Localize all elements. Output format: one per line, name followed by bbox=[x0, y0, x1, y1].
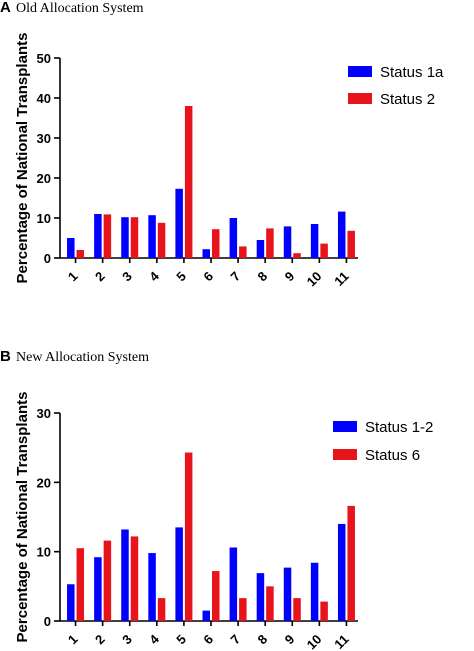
x-tick-label: 5 bbox=[173, 632, 189, 648]
x-tick-label: 6 bbox=[200, 632, 216, 648]
x-tick-label: 3 bbox=[119, 269, 135, 285]
chart-title: New Allocation System bbox=[16, 350, 149, 365]
bar-status-1a-10 bbox=[310, 224, 319, 258]
bar-status-1-2-4 bbox=[148, 553, 156, 621]
chart-panel-b: B New Allocation System Percentage of Nati… bbox=[0, 348, 433, 651]
bar-status-2-2 bbox=[103, 214, 112, 258]
x-tick-label: 4 bbox=[146, 631, 162, 647]
x-tick-label: 3 bbox=[119, 632, 135, 648]
bar-status-2-3 bbox=[130, 217, 139, 258]
chart-title: Old Allocation System bbox=[16, 1, 144, 16]
bar-status-1a-8 bbox=[256, 240, 265, 258]
bar-status-2-10 bbox=[320, 243, 328, 258]
bar-status-6-7 bbox=[239, 598, 247, 621]
x-tick-label: 9 bbox=[282, 269, 298, 285]
bar-status-1-2-6 bbox=[202, 610, 210, 621]
legend-swatch bbox=[348, 66, 372, 77]
x-tick-label: 8 bbox=[255, 632, 271, 648]
x-tick-label: 9 bbox=[282, 632, 298, 648]
bar-status-1a-9 bbox=[283, 226, 292, 258]
bar-status-1-2-7 bbox=[229, 547, 238, 621]
y-axis-label: Percentage of National Transplants bbox=[14, 392, 31, 643]
bar-status-6-8 bbox=[266, 586, 274, 621]
bar-status-1a-3 bbox=[121, 217, 129, 258]
bar-status-1-2-3 bbox=[121, 529, 129, 621]
legend-swatch bbox=[348, 93, 372, 104]
x-tick-label: 11 bbox=[331, 632, 351, 651]
bar-status-2-8 bbox=[266, 228, 274, 258]
bar-status-2-5 bbox=[184, 106, 193, 258]
bar-status-1-2-1 bbox=[67, 584, 75, 621]
y-tick-label: 0 bbox=[44, 251, 51, 266]
bar-status-2-4 bbox=[157, 222, 166, 258]
legend-label: Status 6 bbox=[365, 447, 420, 464]
y-tick-label: 10 bbox=[37, 545, 51, 560]
panel-letter: A bbox=[0, 0, 11, 16]
x-tick-label: 2 bbox=[92, 269, 108, 285]
bar-status-2-6 bbox=[212, 229, 220, 258]
bar-status-6-3 bbox=[130, 536, 139, 621]
bar-status-1a-6 bbox=[202, 249, 210, 258]
bar-status-1-2-2 bbox=[94, 557, 102, 621]
bar-status-1a-11 bbox=[337, 211, 346, 258]
bar-status-1-2-9 bbox=[283, 567, 292, 621]
bar-status-6-9 bbox=[293, 598, 301, 621]
bar-status-6-10 bbox=[320, 601, 328, 621]
y-tick-label: 50 bbox=[37, 51, 51, 66]
y-tick-label: 10 bbox=[37, 211, 51, 226]
bar-status-1-2-11 bbox=[337, 523, 346, 621]
bar-status-1a-5 bbox=[175, 188, 183, 258]
bar-status-1-2-8 bbox=[256, 573, 265, 621]
x-tick-label: 2 bbox=[92, 632, 108, 648]
bar-status-6-5 bbox=[184, 452, 193, 621]
y-tick-label: 0 bbox=[44, 614, 51, 629]
x-tick-label: 1 bbox=[65, 632, 81, 648]
x-tick-label: 8 bbox=[255, 269, 271, 285]
bar-status-2-11 bbox=[347, 230, 355, 258]
legend-label: Status 1a bbox=[380, 64, 444, 81]
chart-panel-a: A Old Allocation System Percentage of Nati… bbox=[0, 0, 444, 289]
bar-status-1a-2 bbox=[94, 214, 102, 258]
x-tick-label: 7 bbox=[227, 269, 243, 285]
y-tick-label: 20 bbox=[37, 475, 51, 490]
legend-label: Status 2 bbox=[380, 91, 435, 108]
panel-letter: B bbox=[0, 348, 11, 365]
x-tick-label: 10 bbox=[304, 269, 325, 290]
bar-status-1-2-5 bbox=[175, 527, 183, 621]
x-tick-label: 11 bbox=[331, 269, 351, 289]
bar-status-6-11 bbox=[347, 505, 355, 621]
x-tick-label: 7 bbox=[227, 632, 243, 648]
bar-status-2-7 bbox=[239, 246, 247, 258]
legend-swatch bbox=[333, 449, 357, 460]
y-tick-label: 20 bbox=[37, 171, 51, 186]
x-tick-label: 4 bbox=[146, 268, 162, 284]
y-tick-label: 30 bbox=[37, 131, 51, 146]
bar-status-2-9 bbox=[293, 253, 301, 258]
bar-status-6-1 bbox=[76, 548, 85, 621]
bar-status-6-2 bbox=[103, 540, 112, 621]
x-tick-label: 5 bbox=[173, 269, 189, 285]
bar-status-6-6 bbox=[212, 571, 220, 621]
bar-status-1a-7 bbox=[229, 218, 238, 258]
bar-status-1a-1 bbox=[67, 238, 75, 258]
bar-status-6-4 bbox=[157, 598, 166, 621]
y-tick-label: 40 bbox=[37, 91, 51, 106]
bar-status-1-2-10 bbox=[310, 562, 319, 621]
bar-status-2-1 bbox=[76, 250, 85, 258]
x-tick-label: 1 bbox=[65, 269, 81, 285]
y-axis-label: Percentage of National Transplants bbox=[14, 33, 31, 284]
bar-status-1a-4 bbox=[148, 215, 156, 258]
x-tick-label: 6 bbox=[200, 269, 216, 285]
y-tick-label: 30 bbox=[37, 406, 51, 421]
legend-swatch bbox=[333, 421, 357, 432]
x-tick-label: 10 bbox=[304, 632, 325, 651]
legend-label: Status 1-2 bbox=[365, 419, 433, 436]
